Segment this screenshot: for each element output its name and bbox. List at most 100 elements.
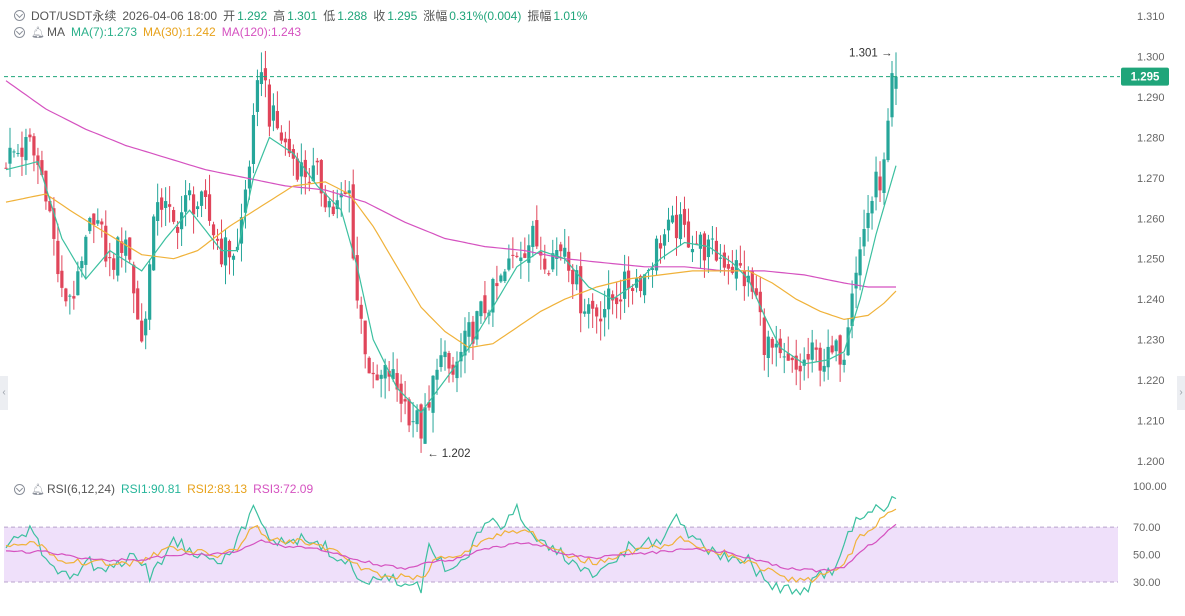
rsi3-line [5, 523, 897, 573]
candle-body [48, 200, 52, 212]
price-tick-label: 1.200 [1137, 456, 1165, 468]
candle-body [403, 399, 407, 402]
candle-body [790, 357, 794, 361]
axes: 1.310 1.300 1.290 1.280 1.270 1.260 1.250 1.240… [1133, 11, 1167, 589]
rsi-band-fill [4, 527, 1118, 582]
price-tick-label: 1.240 [1137, 294, 1165, 306]
ma7-line [5, 136, 897, 414]
candle-body [654, 238, 659, 271]
candle-body [207, 194, 212, 221]
candle-body [615, 297, 619, 305]
rsi-legend: 🔔︎ RSI(6,12,24) RSI1:90.81 RSI2:83.13 RS… [14, 482, 313, 496]
candle-body [583, 311, 587, 314]
candle-body [40, 160, 44, 176]
candle-body [862, 228, 866, 247]
candle-body [794, 355, 798, 370]
candle-body [124, 239, 128, 256]
candle-body [112, 258, 116, 270]
candle-body [778, 338, 782, 354]
open-value: 1.292 [237, 8, 268, 23]
price-tick-label: 1.280 [1137, 132, 1165, 144]
ma-label: MA [46, 25, 65, 39]
candle-body [263, 68, 268, 81]
candle-body [455, 361, 459, 379]
rsi1-line [5, 495, 897, 596]
candle-body [319, 160, 323, 194]
candle-body [255, 80, 260, 112]
candle-body [870, 200, 874, 214]
candle-body [259, 72, 264, 85]
price-tick-label: 1.220 [1137, 375, 1165, 387]
price-tick-label: 1.290 [1137, 92, 1165, 104]
price-tick-label: 1.210 [1137, 416, 1165, 428]
candle-body [68, 295, 72, 297]
candle-body [271, 105, 275, 121]
bell-icon[interactable]: 🔔︎ [31, 26, 45, 39]
candle-body [323, 193, 327, 208]
candle-body [822, 365, 826, 372]
candle-body [104, 225, 108, 262]
candle-body [419, 404, 423, 439]
scroll-right-handle[interactable]: › [1177, 376, 1185, 410]
candle-body [758, 291, 762, 313]
low-value: 1.288 [337, 8, 368, 23]
rsi2-line [5, 508, 897, 583]
candle-body [886, 120, 890, 161]
candle-body [571, 269, 575, 285]
price-tick-label: 1.310 [1137, 11, 1165, 23]
rsi1-value: RSI1:90.81 [121, 482, 182, 496]
change-label: 涨幅 [423, 9, 448, 23]
candle-body [698, 234, 703, 249]
candle-body [507, 258, 511, 270]
candle-body [459, 351, 463, 362]
candle-body [499, 275, 503, 282]
ma-lines [5, 80, 897, 414]
scroll-left-handle[interactable]: ‹ [0, 376, 8, 410]
candle-body [894, 76, 898, 89]
candle-body [842, 359, 846, 365]
candle-body [555, 250, 559, 259]
datetime-label: 2026-04-06 18:00 [122, 8, 218, 23]
collapse-icon[interactable] [14, 483, 25, 495]
candle-body [231, 255, 236, 260]
candle-body [722, 252, 726, 268]
candle-body [96, 220, 100, 224]
symbol-label: DOT/USDT永续 [31, 9, 117, 23]
price-tick-label: 1.270 [1137, 173, 1165, 185]
candle-body [351, 184, 355, 259]
candles [4, 50, 898, 453]
candle-body [203, 190, 208, 197]
ma7-value: MA(7):1.273 [70, 25, 137, 39]
candle-body [543, 258, 547, 270]
candle-body [878, 176, 882, 191]
candle-body [726, 264, 730, 269]
candle-body [359, 304, 363, 319]
close-value: 1.295 [387, 8, 418, 23]
candle-body [12, 151, 16, 153]
candle-body [702, 233, 707, 261]
amplitude-label: 振幅 [527, 9, 552, 23]
candle-body [136, 288, 140, 320]
candle-body [750, 270, 754, 292]
bell-icon[interactable]: 🔔︎ [31, 483, 45, 496]
candle-body [275, 111, 279, 129]
candle-body [227, 240, 232, 258]
rsi-tick-label: 30.00 [1133, 577, 1161, 589]
rsi-label: RSI(6,12,24) [46, 482, 116, 496]
candle-body [463, 330, 467, 356]
candle-body [475, 311, 479, 340]
candle-body [662, 234, 667, 246]
candle-body [523, 253, 527, 258]
candle-body [415, 410, 419, 425]
collapse-icon[interactable] [14, 26, 25, 38]
candle-body [367, 357, 371, 374]
candle-body [595, 307, 599, 317]
candle-body [28, 134, 32, 138]
candle-body [108, 257, 112, 259]
candle-body [383, 364, 387, 379]
price-tick-label: 1.230 [1137, 335, 1165, 347]
collapse-icon[interactable] [14, 10, 25, 21]
candle-body [251, 115, 256, 165]
candle-body [623, 271, 627, 299]
